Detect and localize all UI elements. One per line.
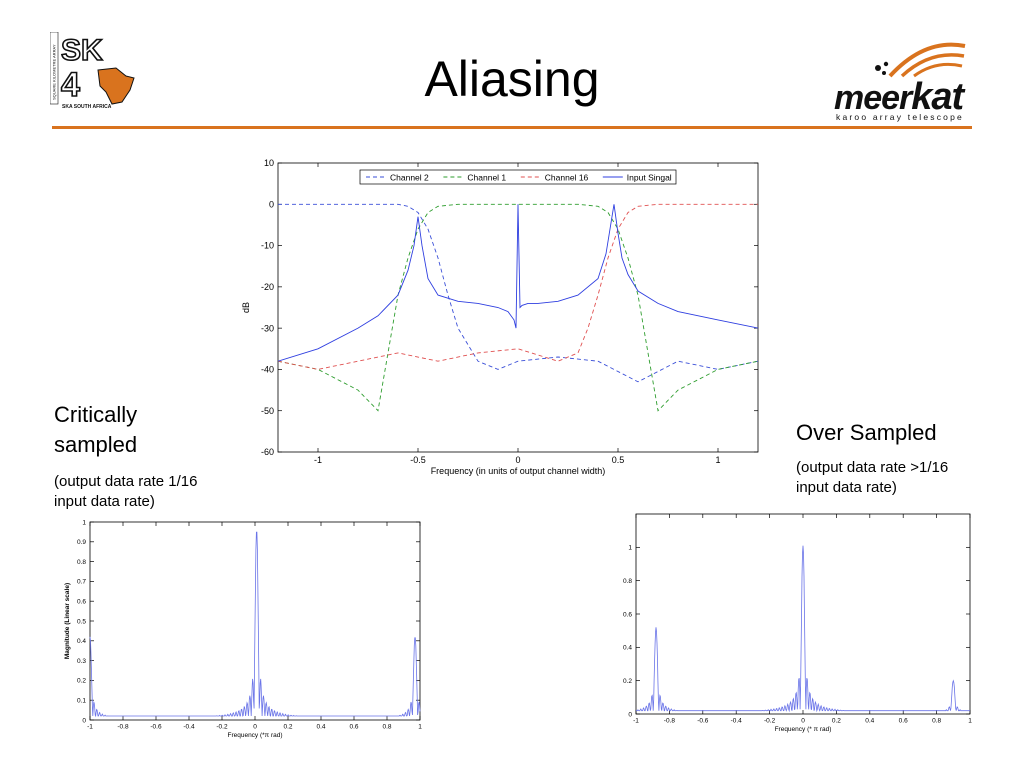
meerkat-logo: meerkat karoo array telescope (830, 38, 970, 126)
plot-frame (635, 513, 971, 715)
y-tick-label: 0.6 (623, 611, 632, 618)
critically-sampled-note: (output data rate 1/16 input data rate) (54, 472, 197, 512)
x-tick-label: -1 (314, 455, 322, 465)
x-tick-label: -0.8 (117, 724, 129, 731)
slide-title: Aliasing (424, 51, 600, 107)
legend-label: Channel 1 (467, 173, 506, 183)
y-tick-label: -30 (261, 323, 274, 333)
ska-caption: SKA SOUTH AFRICA (62, 104, 112, 110)
y-tick-label: 0.3 (77, 658, 86, 665)
y-tick-label: -50 (261, 406, 274, 416)
x-tick-label: -0.4 (183, 724, 195, 731)
y-tick-label: 0 (82, 717, 86, 724)
meerkat-tagline: karoo array telescope (836, 112, 964, 122)
y-tick-label: 0.4 (77, 638, 86, 645)
meerkat-arcs-icon (875, 42, 966, 78)
meerkat-wordmark-b: kat (911, 76, 964, 118)
x-tick-label: -0.8 (664, 718, 676, 725)
aliasing-db-chart: -1 -0.5 0 0.5 1 10 0 -10 -20 -30 -40 -50 -60 Frequenc… (241, 158, 759, 476)
x-tick-label: -1 (633, 718, 639, 725)
meerkat-wordmark-a: meer (834, 79, 912, 117)
y-tick-label: -20 (261, 282, 274, 292)
y-tick-label: 0.5 (77, 618, 86, 625)
y-tick-label: 0.6 (77, 598, 86, 605)
x-tick-label: 0.4 (865, 718, 874, 725)
y-axis-label: dB (241, 302, 251, 313)
x-tick-label: -0.6 (697, 718, 709, 725)
over-sampled-note-line-1: (output data rate >1/16 (796, 459, 949, 476)
x-tick-label: 0.2 (283, 724, 292, 731)
spectrum-line (636, 545, 970, 713)
y-tick-label: 0.8 (77, 559, 86, 566)
y-tick-label: 0 (628, 711, 632, 718)
y-tick-label: 0.7 (77, 579, 86, 586)
critically-sampled-note-line-1: (output data rate 1/16 (54, 473, 198, 490)
critically-sampled-line-2: sampled (54, 432, 138, 457)
x-tick-label: -0.5 (410, 455, 426, 465)
legend-label: Channel 16 (545, 173, 589, 183)
x-tick-label: 0.6 (349, 724, 358, 731)
y-tick-label: -40 (261, 365, 274, 375)
x-tick-label: -1 (87, 724, 93, 731)
over-sampled-note-line-2: input data rate) (796, 479, 897, 496)
x-tick-label: 0 (515, 455, 520, 465)
ska-logo: SQUARE KILOMETRE ARRAY SK 4 SKA SOUTH AF… (49, 31, 142, 112)
x-tick-label: 0.2 (832, 718, 841, 725)
series-line-channel-2 (278, 203, 758, 383)
spectrum-line (89, 531, 421, 718)
critically-sampled-spectrum-chart: -1 -0.8 -0.6 -0.4 -0.2 0 0.2 0.4 0.6 0.8 1 0 0.1 0.2 0… (64, 519, 422, 739)
critically-sampled-note-line-2: input data rate) (54, 493, 155, 510)
ska-main-text: SK (61, 34, 103, 67)
y-tick-label: -10 (261, 241, 274, 251)
y-tick-label: 0 (269, 199, 274, 209)
y-tick-label: 0.1 (77, 697, 86, 704)
x-axis-label: Frequency (in units of output channel wi… (431, 466, 606, 476)
y-axis-label: Magnitude (Linear scale) (64, 583, 71, 659)
x-tick-label: -0.2 (764, 718, 776, 725)
x-tick-label: 1 (968, 718, 972, 725)
ska-logo-graphic: SQUARE KILOMETRE ARRAY SK 4 SKA SOUTH AF… (49, 31, 135, 110)
x-tick-label: 0 (253, 724, 257, 731)
y-tick-label: 1 (82, 519, 86, 526)
y-tick-label: 0.9 (77, 539, 86, 546)
x-axis-label: Frequency (* π rad) (775, 726, 832, 733)
x-tick-label: -0.2 (216, 724, 228, 731)
series-line-input-singal (278, 204, 758, 362)
x-tick-label: 0.5 (612, 455, 625, 465)
y-tick-label: 0.2 (623, 678, 632, 685)
critically-sampled-heading: Critically sampled (54, 400, 137, 460)
x-tick-label: 0.8 (382, 724, 391, 731)
series-line-channel-16 (278, 203, 758, 370)
ska-number-text: 4 (61, 66, 80, 104)
over-sampled-spectrum-chart: -1 -0.8 -0.6 -0.4 -0.2 0 0.2 0.4 0.6 0.8 1 0 0.2 0.4 0… (623, 513, 972, 733)
y-tick-label: 0.2 (77, 678, 86, 685)
title-divider (52, 126, 972, 129)
x-axis-label: Frequency (*π rad) (227, 732, 282, 739)
x-tick-label: -0.4 (731, 718, 743, 725)
over-sampled-note: (output data rate >1/16 input data rate) (796, 458, 948, 498)
ska-side-text: SQUARE KILOMETRE ARRAY (52, 44, 57, 100)
y-tick-label: 1 (628, 545, 632, 552)
africa-map-icon (97, 67, 135, 105)
legend-box (359, 169, 677, 185)
y-tick-label: -60 (261, 447, 274, 457)
critically-sampled-line-1: Critically (54, 402, 138, 427)
series-line-channel-1 (278, 203, 758, 412)
x-tick-label: 1 (715, 455, 720, 465)
over-sampled-heading: Over Sampled (796, 420, 937, 445)
x-tick-label: 1 (418, 724, 422, 731)
y-tick-label: 10 (264, 158, 274, 168)
x-tick-label: -0.6 (150, 724, 162, 731)
x-tick-label: 0.8 (932, 718, 941, 725)
x-tick-label: 0 (801, 718, 805, 725)
legend-label: Input Singal (627, 173, 672, 183)
y-tick-label: 0.4 (623, 645, 632, 652)
x-tick-label: 0.4 (316, 724, 325, 731)
legend-label: Channel 2 (390, 173, 429, 183)
y-tick-label: 0.8 (623, 578, 632, 585)
x-tick-label: 0.6 (899, 718, 908, 725)
meerkat-wordmark: meerkat (834, 76, 964, 119)
